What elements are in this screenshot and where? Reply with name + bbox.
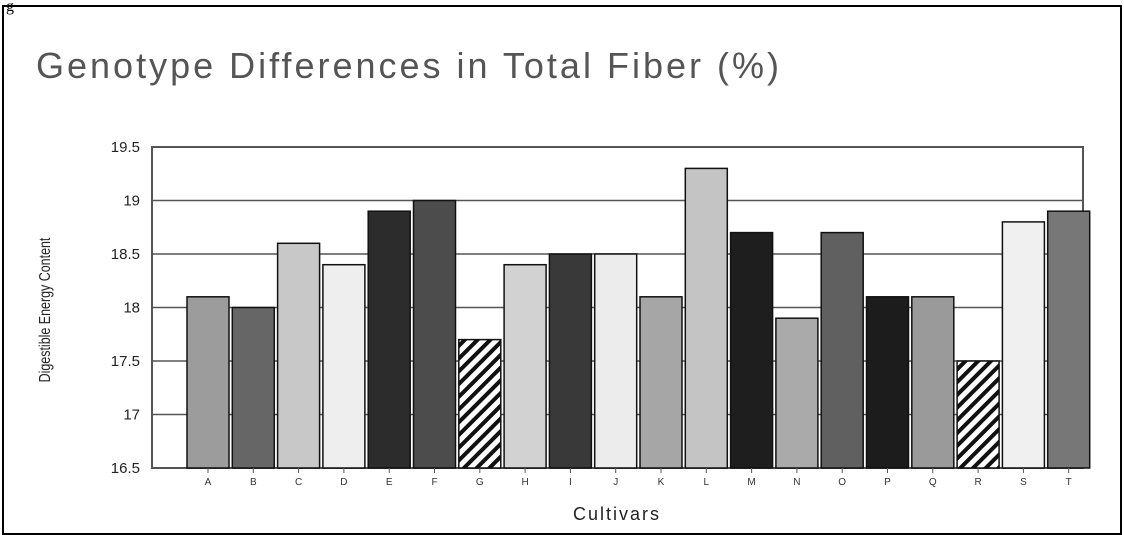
y-tick-label: 19.5 xyxy=(111,139,140,156)
bar-I xyxy=(548,253,593,469)
x-tick-label: H xyxy=(521,477,528,488)
bar-O xyxy=(820,231,864,469)
bar-G xyxy=(458,338,502,469)
x-tick-label: P xyxy=(884,477,891,488)
x-tick-label: O xyxy=(838,477,846,488)
y-axis-title: Digestible Energy Content xyxy=(37,238,55,383)
x-tick-label: E xyxy=(386,477,393,488)
bars xyxy=(186,167,1091,469)
bar-B xyxy=(231,306,276,469)
x-axis-title: Cultivars xyxy=(573,504,661,524)
bar-A xyxy=(186,296,230,469)
x-tick-label: D xyxy=(340,477,347,488)
x-tick-label: B xyxy=(250,477,257,488)
x-tick-label: M xyxy=(747,477,755,488)
x-tick-label: G xyxy=(476,477,484,488)
bar-D xyxy=(322,263,366,469)
bar-C xyxy=(276,242,321,469)
x-tick-label: J xyxy=(613,477,618,488)
x-tick-label: R xyxy=(974,477,981,488)
bar-R xyxy=(956,360,1000,469)
bar-F xyxy=(412,199,457,469)
x-tick-label: S xyxy=(1020,477,1027,488)
bar-E xyxy=(367,210,411,469)
y-tick-label: 18.5 xyxy=(111,246,140,263)
x-tick-label: A xyxy=(205,477,212,488)
figure-corner-label: g xyxy=(6,0,14,15)
x-tick-label: F xyxy=(431,477,437,488)
x-tick-label: N xyxy=(793,477,800,488)
bar-L xyxy=(684,167,729,469)
bar-P xyxy=(865,296,910,469)
bar-T xyxy=(1046,210,1091,469)
y-tick-label: 18 xyxy=(123,300,140,317)
x-tick-label: L xyxy=(704,477,710,488)
x-tick-label: T xyxy=(1066,477,1072,488)
y-tick-labels: 16.5 17 17.5 18 18.5 19 19.5 xyxy=(111,139,140,477)
chart-title: Genotype Differences in Total Fiber (%) xyxy=(36,45,782,86)
x-tick-labels: A B C D E F G H I J K L M N O P Q R S T xyxy=(205,468,1072,488)
y-tick-label: 19 xyxy=(123,193,140,210)
bar-S xyxy=(1001,221,1046,469)
y-tick-label: 17 xyxy=(123,407,140,424)
bar-J xyxy=(593,253,638,469)
x-tick-label: K xyxy=(658,477,665,488)
y-tick-label: 17.5 xyxy=(111,353,140,370)
x-tick-label: I xyxy=(569,477,572,488)
bar-M xyxy=(729,231,774,469)
bar-N xyxy=(775,317,819,469)
bar-H xyxy=(503,263,547,469)
x-tick-label: C xyxy=(295,477,302,488)
y-tick-label: 16.5 xyxy=(111,460,140,477)
x-tick-label: Q xyxy=(929,477,937,488)
bar-K xyxy=(639,296,683,469)
bar-Q xyxy=(911,296,955,469)
